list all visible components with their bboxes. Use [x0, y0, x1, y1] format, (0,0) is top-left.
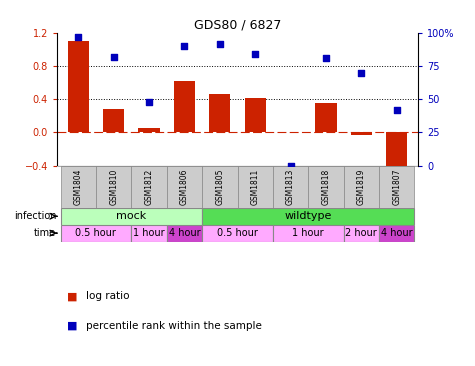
Text: 0.5 hour: 0.5 hour: [76, 228, 116, 238]
Text: 2 hour: 2 hour: [345, 228, 377, 238]
Text: log ratio: log ratio: [86, 291, 129, 302]
Text: GSM1813: GSM1813: [286, 168, 295, 205]
Text: GSM1804: GSM1804: [74, 168, 83, 205]
Point: [110, 54, 117, 60]
Bar: [209, 94, 230, 132]
Text: percentile rank within the sample: percentile rank within the sample: [86, 321, 261, 331]
Text: ■: ■: [66, 321, 77, 331]
Bar: [315, 104, 337, 132]
Text: 0.5 hour: 0.5 hour: [217, 228, 258, 238]
Bar: [167, 165, 202, 208]
Point: [358, 70, 365, 76]
Bar: [351, 132, 372, 135]
Text: time: time: [34, 228, 57, 238]
Point: [322, 55, 330, 61]
Bar: [174, 81, 195, 132]
Bar: [60, 208, 202, 225]
Text: 1 hour: 1 hour: [133, 228, 165, 238]
Text: GSM1805: GSM1805: [215, 168, 224, 205]
Bar: [103, 109, 124, 132]
Bar: [273, 165, 308, 208]
Bar: [344, 225, 379, 242]
Text: 1 hour: 1 hour: [293, 228, 324, 238]
Bar: [379, 225, 415, 242]
Text: GSM1810: GSM1810: [109, 168, 118, 205]
Text: GSM1806: GSM1806: [180, 168, 189, 205]
Point: [287, 163, 294, 168]
Text: 4 hour: 4 hour: [381, 228, 413, 238]
Text: GSM1818: GSM1818: [322, 169, 331, 205]
Bar: [386, 132, 408, 172]
Text: infection: infection: [14, 211, 57, 221]
Point: [216, 41, 224, 46]
Point: [145, 99, 153, 105]
Bar: [202, 165, 238, 208]
Bar: [138, 128, 160, 132]
Title: GDS80 / 6827: GDS80 / 6827: [194, 19, 281, 32]
Text: wildtype: wildtype: [285, 211, 332, 221]
Bar: [308, 165, 344, 208]
Bar: [238, 165, 273, 208]
Bar: [60, 165, 96, 208]
Text: 4 hour: 4 hour: [169, 228, 200, 238]
Text: GSM1819: GSM1819: [357, 168, 366, 205]
Bar: [245, 98, 266, 132]
Bar: [344, 165, 379, 208]
Point: [180, 43, 188, 49]
Text: GSM1811: GSM1811: [251, 169, 260, 205]
Bar: [67, 41, 89, 132]
Bar: [131, 225, 167, 242]
Bar: [60, 225, 131, 242]
Text: ■: ■: [66, 291, 77, 302]
Text: GSM1812: GSM1812: [144, 169, 153, 205]
Point: [251, 51, 259, 57]
Bar: [379, 165, 415, 208]
Point: [393, 107, 400, 113]
Bar: [202, 208, 415, 225]
Text: mock: mock: [116, 211, 146, 221]
Bar: [202, 225, 273, 242]
Bar: [131, 165, 167, 208]
Point: [75, 34, 82, 40]
Text: GSM1807: GSM1807: [392, 168, 401, 205]
Bar: [273, 225, 344, 242]
Bar: [96, 165, 131, 208]
Bar: [167, 225, 202, 242]
